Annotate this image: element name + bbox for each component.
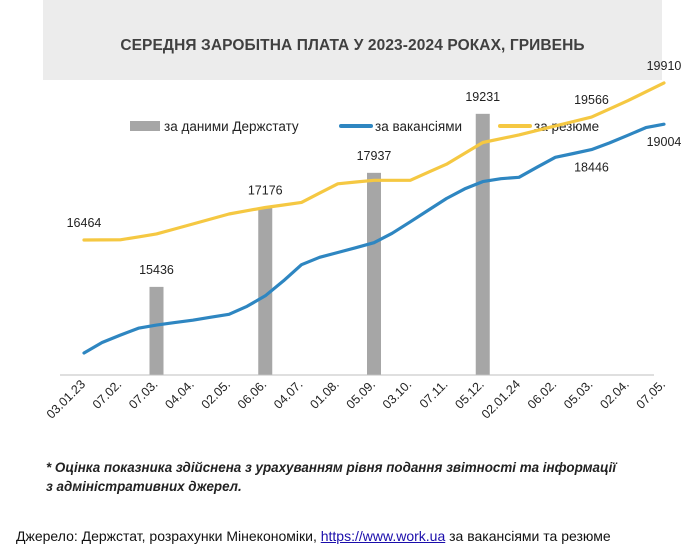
bar-16 — [367, 172, 381, 375]
bar-22 — [475, 113, 490, 375]
source-prefix: Джерело: Держстат, розрахунки Мінекономі… — [16, 528, 321, 544]
x-tick-label: 07.02. — [90, 377, 124, 411]
data-label: 18446 — [574, 161, 609, 175]
x-tick-label: 05.03. — [561, 377, 595, 411]
x-tick-label: 07.03. — [126, 377, 160, 411]
x-tick-label: 06.06. — [235, 377, 269, 411]
bar-4 — [149, 286, 164, 375]
data-label: 15436 — [139, 263, 174, 277]
source-line: Джерело: Держстат, розрахунки Мінекономі… — [16, 528, 611, 544]
footnote-line-1: * Оцінка показника здійснена з урахуванн… — [46, 460, 617, 475]
footnote-line-2: з адміністративних джерел. — [46, 479, 242, 494]
data-label: 16464 — [67, 216, 102, 230]
x-tick-label: 07.05. — [634, 377, 668, 411]
series-line-2 — [82, 81, 666, 242]
x-tick-label: 03.10. — [380, 377, 414, 411]
data-label: 19566 — [574, 93, 609, 107]
chart-title: СЕРЕДНЯ ЗАРОБІТНА ПЛАТА У 2023-2024 РОКА… — [120, 37, 585, 54]
x-tick-label: 02.01.24 — [479, 377, 523, 421]
x-tick-label: 04.04. — [162, 377, 196, 411]
data-label: 19231 — [465, 90, 500, 104]
x-tick-label: 05.09. — [344, 377, 378, 411]
x-tick-label: 05.12. — [452, 377, 486, 411]
x-tick-label: 01.08. — [307, 377, 341, 411]
data-label: 17176 — [248, 184, 283, 198]
footnote: * Оцінка показника здійснена з урахуванн… — [46, 458, 666, 496]
data-label: 17937 — [357, 149, 392, 163]
x-tick-label: 02.05. — [199, 377, 233, 411]
legend-swatch-0 — [130, 121, 160, 131]
x-tick-label: 04.07. — [271, 377, 305, 411]
legend-label-1: за вакансіями — [375, 119, 462, 134]
bar-10 — [258, 207, 273, 375]
chart-title-box: СЕРЕДНЯ ЗАРОБІТНА ПЛАТА У 2023-2024 РОКА… — [43, 0, 662, 80]
x-tick-label: 03.01.23 — [44, 377, 88, 421]
x-tick-label: 07.11. — [417, 377, 451, 411]
source-link[interactable]: https://www.work.ua — [320, 528, 446, 544]
series-line-1 — [82, 122, 666, 355]
data-label: 19004 — [647, 135, 682, 149]
x-tick-label: 06.02. — [525, 377, 559, 411]
x-tick-label: 02.04. — [597, 377, 631, 411]
source-suffix: за вакансіями та резюме — [445, 528, 611, 544]
data-label: 19910 — [647, 59, 682, 73]
chart-area: за даними Держстату за вакансіями за резюм… — [44, 59, 682, 422]
legend-label-0: за даними Держстату — [164, 119, 299, 134]
legend-label-2: за резюме — [534, 119, 599, 134]
